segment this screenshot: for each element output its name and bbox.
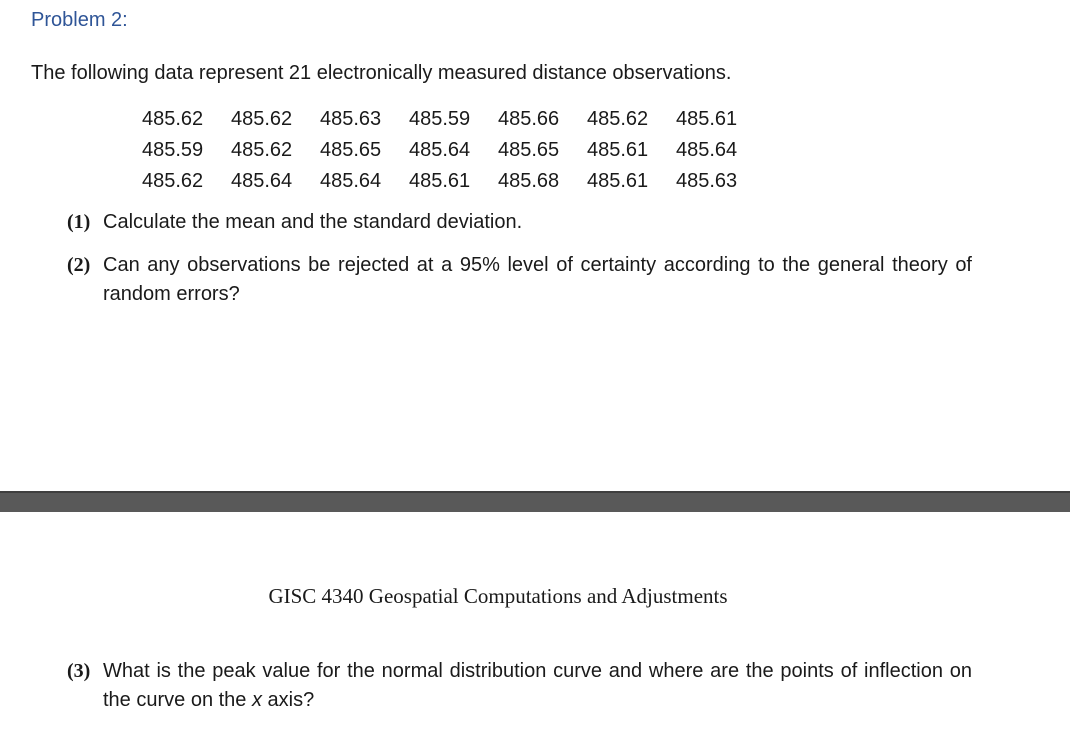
observation-value: 485.66: [498, 108, 560, 130]
question-text-part: axis?: [261, 689, 315, 711]
observation-value: 485.64: [320, 170, 382, 192]
observation-value: 485.61: [587, 139, 649, 161]
observation-value: 485.65: [320, 139, 382, 161]
observation-value: 485.65: [498, 139, 560, 161]
observation-value: 485.62: [231, 108, 293, 130]
observation-value: 485.59: [409, 108, 471, 130]
observation-value: 485.61: [409, 170, 471, 192]
question-number: (1): [67, 211, 91, 233]
question-text-italic: x: [251, 689, 262, 711]
problem-heading: Problem 2:: [31, 9, 128, 31]
observations-row: 485.59 485.62 485.65 485.64 485.65 485.6…: [142, 137, 765, 168]
question-1: (1) Calculate the mean and the standard …: [67, 208, 972, 237]
observation-value: 485.59: [142, 139, 204, 161]
observation-value: 485.64: [676, 139, 738, 161]
observation-value: 485.63: [676, 170, 738, 192]
observation-value: 485.63: [320, 108, 382, 130]
course-title: GISC 4340 Geospatial Computations and Ad…: [268, 584, 728, 608]
observation-value: 485.62: [142, 170, 204, 192]
question-text-part: What is the peak value for the normal di…: [103, 660, 972, 711]
question-text: Calculate the mean and the standard devi…: [103, 211, 523, 233]
question-3: (3) What is the peak value for the norma…: [67, 657, 972, 715]
observations-row: 485.62 485.64 485.64 485.61 485.68 485.6…: [142, 168, 765, 199]
observation-value: 485.61: [587, 170, 649, 192]
observation-value: 485.64: [231, 170, 293, 192]
intro-text: The following data represent 21 electron…: [31, 62, 732, 84]
question-text: Can any observations be rejected at a 95…: [103, 254, 972, 305]
question-number: (3): [67, 660, 91, 682]
observations-table: 485.62 485.62 485.63 485.59 485.66 485.6…: [142, 106, 765, 199]
observations-row: 485.62 485.62 485.63 485.59 485.66 485.6…: [142, 106, 765, 137]
observation-value: 485.62: [142, 108, 204, 130]
observation-value: 485.62: [587, 108, 649, 130]
question-text: What is the peak value for the normal di…: [103, 657, 972, 715]
observation-value: 485.61: [676, 108, 738, 130]
observation-value: 485.68: [498, 170, 560, 192]
observation-value: 485.64: [409, 139, 471, 161]
observation-value: 485.62: [231, 139, 293, 161]
question-2: (2) Can any observations be rejected at …: [67, 251, 972, 309]
question-number: (2): [67, 254, 91, 276]
page-break-divider: [0, 491, 1070, 512]
